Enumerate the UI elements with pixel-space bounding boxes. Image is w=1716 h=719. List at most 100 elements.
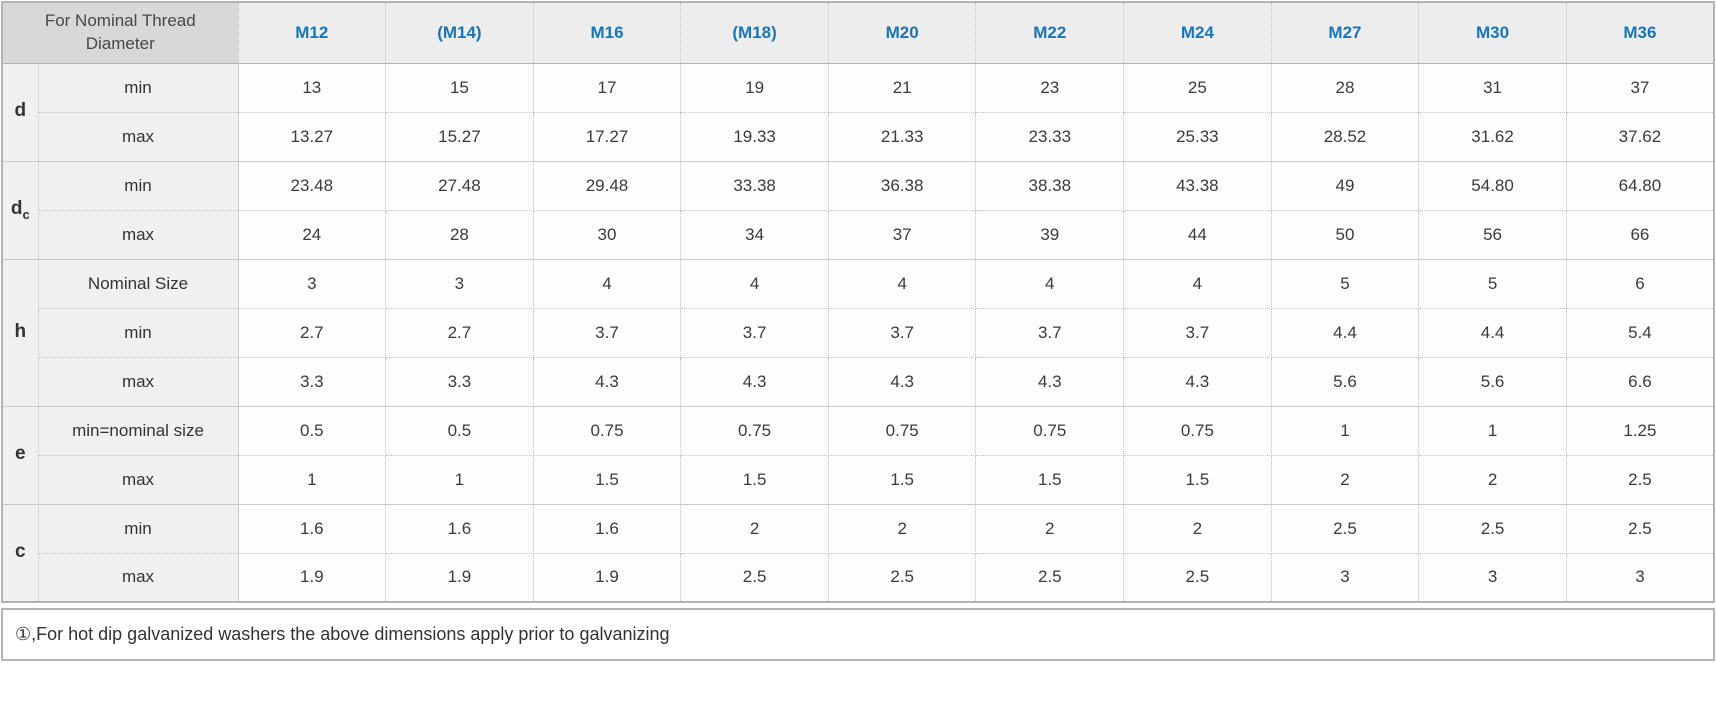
value-cell: 23 [975, 62, 1125, 113]
value-cell: 13.27 [237, 111, 387, 162]
table-row: min 2.7 2.7 3.7 3.7 3.7 3.7 3.7 4.4 4.4 5.4 [2, 307, 1715, 358]
table-row: max 24 28 30 34 37 39 44 50 56 66 [2, 209, 1715, 260]
col-header-m24: M24 [1123, 2, 1272, 64]
row-label: min [37, 503, 239, 554]
param-symbol: d [14, 100, 27, 122]
value-cell: 13 [237, 62, 387, 113]
value-cell: 21 [827, 62, 977, 113]
value-cell: 2 [975, 503, 1125, 554]
value-cell: 23.33 [975, 111, 1125, 162]
value-cell: 1.6 [532, 503, 682, 554]
value-cell: 1.9 [532, 552, 682, 603]
row-label: max [37, 356, 239, 407]
col-header-m36: M36 [1565, 2, 1714, 64]
value-cell: 29.48 [532, 160, 682, 211]
value-cell: 2.5 [1565, 454, 1715, 505]
value-cell: 4 [827, 258, 977, 309]
param-symbol: d [10, 198, 23, 220]
value-cell: 24 [237, 209, 387, 260]
value-cell: 37 [1565, 62, 1715, 113]
table-row: d min 13 15 17 19 21 23 25 28 31 37 [1, 62, 1715, 162]
value-cell: 54.80 [1418, 160, 1567, 211]
value-cell: 28.52 [1270, 111, 1420, 162]
value-cell: 0.75 [532, 405, 682, 456]
row-label: min [37, 62, 239, 113]
value-cell: 2.7 [385, 307, 534, 358]
value-cell: 2 [1123, 503, 1272, 554]
value-cell: 4 [680, 258, 829, 309]
param-symbol: e [14, 443, 26, 465]
value-cell: 43.38 [1123, 160, 1272, 211]
table-row: max 3.3 3.3 4.3 4.3 4.3 4.3 4.3 5.6 5.6 6.6 [2, 356, 1715, 407]
param-cell-d: d [1, 62, 39, 162]
value-cell: 3.7 [975, 307, 1125, 358]
value-cell: 6.6 [1565, 356, 1715, 407]
table-row: c min 1.6 1.6 1.6 2 2 2 2 2.5 2.5 2.5 [1, 503, 1715, 603]
value-cell: 0.5 [237, 405, 387, 456]
value-cell: 4 [975, 258, 1125, 309]
value-cell: 19 [680, 62, 829, 113]
value-cell: 2.5 [975, 552, 1125, 603]
value-cell: 44 [1123, 209, 1272, 260]
row-label: min [37, 160, 239, 211]
value-cell: 31.62 [1418, 111, 1567, 162]
value-cell: 2 [1418, 454, 1567, 505]
value-cell: 1.5 [975, 454, 1125, 505]
value-cell: 33.38 [680, 160, 829, 211]
value-cell: 2.5 [1418, 503, 1567, 554]
corner-header: For Nominal Thread Diameter [2, 2, 239, 64]
value-cell: 3 [1565, 552, 1715, 603]
value-cell: 3.7 [680, 307, 829, 358]
value-cell: 0.75 [1123, 405, 1272, 456]
table-row: max 1.9 1.9 1.9 2.5 2.5 2.5 2.5 3 3 3 [2, 552, 1715, 603]
value-cell: 1 [237, 454, 387, 505]
value-cell: 3 [385, 258, 534, 309]
value-cell: 49 [1270, 160, 1420, 211]
table-row: dc min 23.48 27.48 29.48 33.38 36.38 38.38 43.38… [1, 160, 1715, 260]
value-cell: 1.5 [680, 454, 829, 505]
table-body: d min 13 15 17 19 21 23 25 28 31 37 max 13.27 15.27 17.… [1, 62, 1715, 603]
value-cell: 4.4 [1418, 307, 1567, 358]
value-cell: 3 [1270, 552, 1420, 603]
value-cell: 5.6 [1270, 356, 1420, 407]
value-cell: 5.6 [1418, 356, 1567, 407]
value-cell: 4.4 [1270, 307, 1420, 358]
col-header-m20: M20 [827, 2, 976, 64]
param-symbol: c [14, 540, 26, 562]
value-cell: 3.7 [532, 307, 682, 358]
value-cell: 31 [1418, 62, 1567, 113]
col-header-m14: (M14) [385, 2, 534, 64]
param-cell-dc: dc [1, 160, 39, 260]
value-cell: 25 [1123, 62, 1272, 113]
value-cell: 3.7 [827, 307, 977, 358]
value-cell: 2.5 [827, 552, 977, 603]
row-label: max [37, 111, 239, 162]
value-cell: 1.5 [532, 454, 682, 505]
value-cell: 1 [1270, 405, 1420, 456]
value-cell: 1.9 [385, 552, 534, 603]
row-label: min [37, 307, 239, 358]
value-cell: 6 [1565, 258, 1715, 309]
value-cell: 1 [1418, 405, 1567, 456]
value-cell: 37.62 [1565, 111, 1715, 162]
value-cell: 2 [827, 503, 977, 554]
value-cell: 2.5 [680, 552, 829, 603]
value-cell: 2.5 [1270, 503, 1420, 554]
row-label: max [37, 209, 239, 260]
value-cell: 0.75 [680, 405, 829, 456]
value-cell: 4.3 [975, 356, 1125, 407]
param-cell-c: c [1, 503, 39, 603]
value-cell: 0.75 [827, 405, 977, 456]
col-header-m22: M22 [975, 2, 1124, 64]
value-cell: 36.38 [827, 160, 977, 211]
value-cell: 5 [1418, 258, 1567, 309]
value-cell: 2.5 [1565, 503, 1715, 554]
value-cell: 66 [1565, 209, 1715, 260]
value-cell: 1.6 [237, 503, 387, 554]
value-cell: 3 [1418, 552, 1567, 603]
header-row: For Nominal Thread Diameter M12 (M14) M16(… [2, 2, 1714, 64]
param-subscript: c [22, 206, 30, 222]
table-row: max 1 1 1.5 1.5 1.5 1.5 1.5 2 2 2.5 [2, 454, 1715, 505]
value-cell: 28 [1270, 62, 1420, 113]
